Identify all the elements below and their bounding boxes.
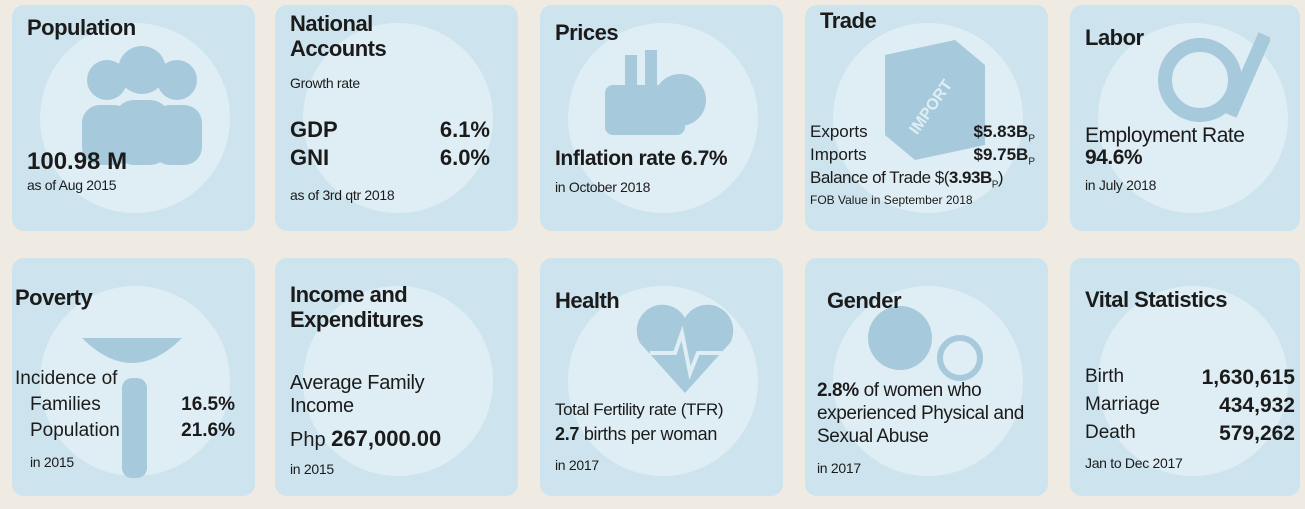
value: 2.8% [817,380,859,401]
label: Inflation rate [555,147,675,170]
flag: P [1028,133,1035,144]
tile: Vital Statistics Birth 1,630,615 Marriage… [1070,258,1300,496]
row: Population 21.6% [30,420,235,442]
tile: Prices Inflation rate 6.7% in October 20… [540,5,783,231]
label: Employment Rate [1085,124,1244,147]
label: Marriage [1085,394,1160,418]
value-line: 2.7 births per woman [555,424,717,445]
note: as of 3rd qtr 2018 [290,187,394,203]
tile: Poverty Incidence of Families 16.5% Popul… [12,258,255,496]
value: 16.5% [181,394,235,416]
value: 6.0% [440,145,490,171]
label: Incidence of [15,368,117,390]
title: Vital Statistics [1085,287,1227,312]
title: National Accounts [290,11,430,61]
row: Death 579,262 [1085,422,1295,446]
prefix: Php [290,429,326,451]
tile: Population 100.98 M as of Aug 2015 [12,5,255,231]
value: 1,630,615 [1202,366,1295,390]
label: Balance of Trade $( [810,168,949,187]
note: in 2017 [817,460,861,476]
basket-icon [595,45,715,145]
value: $9.75B [974,145,1029,164]
row: Exports $5.83BP [810,122,1035,144]
note: in 2015 [290,461,334,477]
suffix: ) [998,168,1003,187]
title: Labor [1085,25,1144,50]
value: 434,932 [1219,394,1295,418]
title: Prices [555,20,618,45]
value: 267,000.00 [331,426,441,451]
note: in 2017 [555,457,599,473]
value-line: Employment Rate 94.6% [1085,125,1245,169]
label: Exports [810,122,868,144]
value: 100.98 M [27,148,127,176]
flag: P [1028,156,1035,167]
value: 21.6% [181,420,235,442]
note: in October 2018 [555,179,650,195]
value: 2.7 [555,424,579,444]
row: Families 16.5% [30,394,235,416]
people-icon [72,45,212,165]
infographic: Population 100.98 M as of Aug 2015 Natio… [0,0,1305,509]
title: Trade [820,8,876,33]
row: GNI 6.0% [290,145,490,171]
label: Average Family Income [290,372,465,418]
note: FOB Value in September 2018 [810,193,973,207]
label: GDP [290,117,338,143]
tile: IMPORT Trade Exports$5.83BP Imports$9.75… [805,5,1048,231]
note: as of Aug 2015 [27,177,116,193]
title: Health [555,288,619,313]
value-line: 2.8% of women who experienced Physical a… [817,379,1042,448]
value: 6.7% [681,147,727,170]
value: $5.83B [974,122,1029,141]
row: Marriage 434,932 [1085,394,1295,418]
title: Gender [827,288,901,313]
tile: Income and Expenditures Average Family I… [275,258,518,496]
label: Birth [1085,366,1124,390]
row: Birth 1,630,615 [1085,366,1295,390]
row: Balance of Trade $(3.93BP) [810,168,1003,190]
tile: Health Total Fertility rate (TFR) 2.7 bi… [540,258,783,496]
row: GDP 6.1% [290,117,490,143]
tile: Labor Employment Rate 94.6% in July 2018 [1070,5,1300,231]
unit: births per woman [584,424,717,444]
tile: National Accounts Growth rate GDP 6.1% GN… [275,5,518,231]
heart-icon [630,298,740,398]
note: in July 2018 [1085,177,1156,193]
value: 6.1% [440,117,490,143]
label: Families [30,394,101,416]
subtitle: Growth rate [290,75,360,91]
title: Population [27,15,136,40]
label: Imports [810,145,867,167]
value-line: Php 267,000.00 [290,426,441,452]
note: in 2015 [30,454,74,470]
title: Income and Expenditures [290,282,460,332]
tile: Gender 2.8% of women who experienced Phy… [805,258,1048,496]
label: Death [1085,422,1136,446]
row: Imports $9.75BP [810,145,1035,167]
value-line: Inflation rate 6.7% [555,147,727,171]
label: GNI [290,145,329,171]
value: 94.6% [1085,146,1142,169]
note: Jan to Dec 2017 [1085,455,1182,471]
value: 3.93B [949,168,992,187]
label: Total Fertility rate (TFR) [555,400,723,420]
value: 579,262 [1219,422,1295,446]
title: Poverty [15,285,92,310]
label: Population [30,420,120,442]
